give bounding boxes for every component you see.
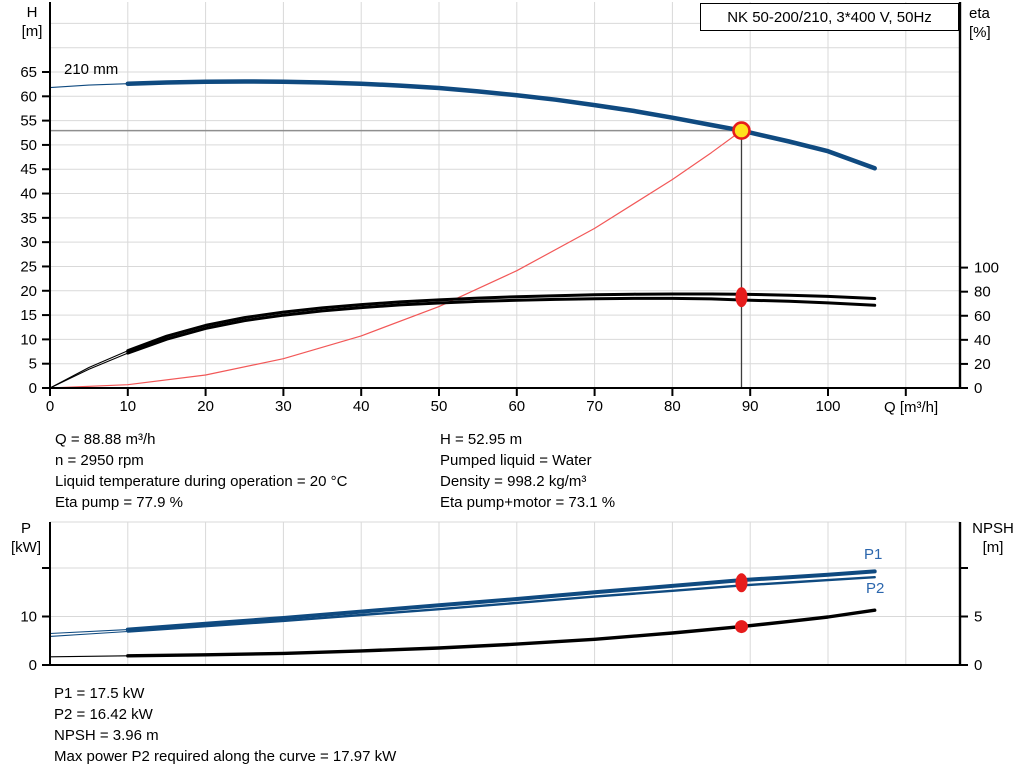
eta-pump-motor-curve-lead xyxy=(49,352,129,389)
bottom-right-axis-title: NPSH [m] xyxy=(964,519,1022,557)
h-axis-label: H xyxy=(26,4,38,21)
h-tick-label: 15 xyxy=(20,307,37,324)
p-axis-label: P xyxy=(20,520,31,537)
top-left-axis-title: H [m] xyxy=(12,3,52,41)
p-tick-label: 10 xyxy=(20,609,37,626)
info-h: H = 52.95 m xyxy=(440,431,523,448)
eta-tick-label: 60 xyxy=(974,308,991,325)
info-eta-pump: Eta pump = 77.9 % xyxy=(55,494,183,511)
q-tick-label: 80 xyxy=(664,398,681,415)
impeller-size-label: 210 mm xyxy=(64,61,119,78)
info-q: Q = 88.88 m³/h xyxy=(55,431,156,448)
pump-title: NK 50-200/210, 3*400 V, 50Hz xyxy=(727,8,932,26)
info-liquid-temperature: Liquid temperature during operation = 20… xyxy=(55,473,348,490)
p2-curve xyxy=(126,576,876,633)
npsh-axis-unit: [m] xyxy=(982,539,1004,556)
bottom-left-axis-title: P [kW] xyxy=(6,519,46,557)
q-tick-label: 90 xyxy=(742,398,759,415)
eta-axis-label: eta xyxy=(969,5,990,22)
p-axis-unit: [kW] xyxy=(11,539,41,556)
npsh-curve-lead xyxy=(49,655,129,658)
npsh-tick-label: 5 xyxy=(974,609,982,626)
q-tick-label: 10 xyxy=(119,398,136,415)
info-p2: P2 = 16.42 kW xyxy=(54,706,153,723)
h-tick-label: 65 xyxy=(20,64,37,81)
p2-curve-lead xyxy=(49,630,129,637)
h-tick-label: 5 xyxy=(29,356,37,373)
npsh-curve xyxy=(126,608,877,658)
top-right-axis-title: eta [%] xyxy=(969,4,991,42)
info-max-power: Max power P2 required along the curve = … xyxy=(54,748,397,765)
h-tick-label: 10 xyxy=(20,331,37,348)
h-tick-label: 20 xyxy=(20,283,37,300)
h-axis-unit: [m] xyxy=(21,23,43,40)
eta-tick-label: 40 xyxy=(974,332,991,349)
head-210mm-curve-lead xyxy=(49,83,129,89)
q-tick-label: 30 xyxy=(275,398,292,415)
h-tick-label: 0 xyxy=(29,380,37,397)
pump-title-box: NK 50-200/210, 3*400 V, 50Hz xyxy=(700,3,959,31)
q-axis-unit-label: Q [m³/h] xyxy=(884,399,939,416)
npsh-duty-marker xyxy=(734,620,748,634)
eta-axis-unit: [%] xyxy=(969,24,991,41)
q-tick-label: 0 xyxy=(46,398,54,415)
info-density: Density = 998.2 kg/m³ xyxy=(440,473,587,490)
info-n: n = 2950 rpm xyxy=(55,452,144,469)
eta-tick-label: 80 xyxy=(974,284,991,301)
h-tick-label: 30 xyxy=(20,234,37,251)
power-info: P1 = 17.5 kW P2 = 16.42 kW NPSH = 3.96 m… xyxy=(54,683,396,767)
h-tick-label: 35 xyxy=(20,210,37,227)
q-tick-label: 60 xyxy=(508,398,525,415)
system-curve-curve xyxy=(49,130,743,389)
duty-info-left: Q = 88.88 m³/h n = 2950 rpm Liquid tempe… xyxy=(55,429,347,513)
eta-duty-marker xyxy=(735,287,748,308)
p2-curve-label: P2 xyxy=(866,580,885,597)
duty-point-marker[interactable] xyxy=(732,121,751,140)
power-duty-marker xyxy=(735,573,748,593)
p1-curve xyxy=(125,569,877,632)
h-tick-label: 25 xyxy=(20,258,37,275)
npsh-axis-label: NPSH xyxy=(972,520,1014,537)
q-tick-label: 100 xyxy=(815,398,840,415)
q-tick-label: 20 xyxy=(197,398,214,415)
info-pumped-liquid: Pumped liquid = Water xyxy=(440,452,592,469)
q-tick-label: 70 xyxy=(586,398,603,415)
p1-curve-lead xyxy=(49,629,129,635)
eta-tick-label: 0 xyxy=(974,380,982,397)
duty-info-right: H = 52.95 m Pumped liquid = Water Densit… xyxy=(440,429,615,513)
eta-tick-label: 100 xyxy=(974,260,999,277)
h-tick-label: 40 xyxy=(20,186,37,203)
h-tick-label: 60 xyxy=(20,88,37,105)
p-tick-label: 0 xyxy=(29,657,37,674)
eta-pump-motor-curve xyxy=(126,296,877,355)
h-tick-label: 45 xyxy=(20,161,37,178)
q-tick-label: 50 xyxy=(431,398,448,415)
head-210mm-curve xyxy=(125,79,877,171)
p1-curve-label: P1 xyxy=(864,546,883,563)
eta-tick-label: 20 xyxy=(974,356,991,373)
info-eta-pump-motor: Eta pump+motor = 73.1 % xyxy=(440,494,616,511)
info-p1: P1 = 17.5 kW xyxy=(54,685,145,702)
h-tick-label: 55 xyxy=(20,113,37,130)
q-tick-label: 40 xyxy=(353,398,370,415)
h-tick-label: 50 xyxy=(20,137,37,154)
npsh-tick-label: 0 xyxy=(974,657,982,674)
info-npsh: NPSH = 3.96 m xyxy=(54,727,159,744)
